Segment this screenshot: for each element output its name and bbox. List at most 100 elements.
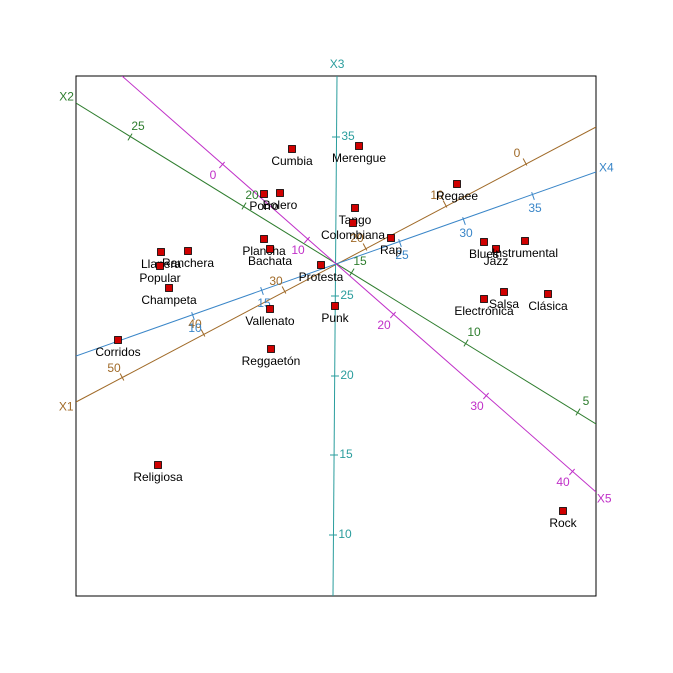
tick-mark (462, 217, 466, 225)
point (260, 190, 268, 198)
point-label: Corridos (95, 345, 140, 359)
tick-mark (241, 202, 247, 210)
point-label: Bolero (263, 198, 298, 212)
tick-label: 20 (340, 368, 354, 382)
point (480, 238, 488, 246)
point-label: Religiosa (133, 470, 183, 484)
plot-frame (75, 75, 597, 597)
tick-mark (531, 192, 535, 200)
point (154, 461, 162, 469)
point-label: Popular (139, 271, 180, 285)
tick-label: 10 (430, 188, 444, 202)
tick-mark (442, 200, 448, 208)
point (349, 219, 357, 227)
point (288, 145, 296, 153)
tick-label: 35 (341, 129, 355, 143)
point-label: Jazz (484, 254, 509, 268)
tick-label: 30 (470, 399, 484, 413)
tick-mark (482, 392, 490, 400)
point (521, 237, 529, 245)
tick-mark (218, 161, 226, 169)
tick-mark (119, 373, 125, 381)
point (480, 295, 488, 303)
tick-label: 25 (340, 288, 354, 302)
point (559, 507, 567, 515)
tick-label: 30 (459, 226, 473, 240)
point (156, 262, 164, 270)
point (267, 345, 275, 353)
tick-label: 10 (291, 243, 305, 257)
tick-mark (260, 287, 264, 295)
tick-label: 0 (210, 168, 217, 182)
tick-label: 5 (583, 394, 590, 408)
tick-mark (362, 243, 368, 251)
tick-label: 25 (395, 248, 409, 262)
tick-label: 0 (514, 146, 521, 160)
point-label: Protesta (299, 270, 344, 284)
point (184, 247, 192, 255)
point-label: Champeta (141, 293, 197, 307)
point (276, 189, 284, 197)
point-label: Plancha (242, 244, 286, 258)
tick-mark (349, 268, 355, 276)
tick-mark (127, 133, 133, 141)
point-label: Rap (380, 243, 402, 257)
point-label: Bachata (248, 254, 292, 268)
point-label: Regaee (436, 189, 478, 203)
point (387, 234, 395, 242)
tick-label: 10 (188, 321, 202, 335)
tick-label: 20 (350, 231, 364, 245)
tick-label: 15 (339, 447, 353, 461)
axis-name: X5 (597, 491, 612, 505)
point (492, 245, 500, 253)
point (331, 302, 339, 310)
point (317, 261, 325, 269)
point-label: Reggaetón (242, 354, 301, 368)
tick-mark (389, 311, 397, 319)
tick-mark (191, 312, 195, 320)
point-label: Salsa (489, 297, 519, 311)
point (351, 204, 359, 212)
point-label: Ranchera (162, 256, 214, 270)
point (453, 180, 461, 188)
point (266, 305, 274, 313)
point (157, 248, 165, 256)
point (165, 284, 173, 292)
tick-label: 30 (269, 274, 283, 288)
point-label: Instrumental (492, 246, 558, 260)
point-label: Merengue (332, 151, 386, 165)
point-label: Electrónica (454, 304, 514, 318)
point (266, 245, 274, 253)
point-label: Cumbia (271, 154, 313, 168)
axis-name: X2 (59, 89, 74, 103)
tick-mark (568, 468, 576, 476)
tick-label: 25 (131, 119, 145, 133)
point-label: Colombiana (321, 228, 385, 242)
point (260, 235, 268, 243)
tick-mark (303, 236, 311, 244)
axis-line (332, 76, 338, 596)
point (500, 288, 508, 296)
tick-mark (200, 329, 206, 337)
axis-name: X1 (59, 399, 74, 413)
tick-mark (398, 239, 402, 247)
tick-label: 20 (245, 188, 259, 202)
tick-mark (281, 286, 287, 294)
tick-mark (522, 158, 528, 166)
tick-mark (575, 408, 581, 416)
axis-lines (76, 76, 596, 596)
tick-mark (463, 339, 469, 347)
point-label: Punk (321, 311, 349, 325)
axis-name: X3 (330, 57, 345, 71)
axis-line (121, 76, 596, 493)
tick-label: 50 (107, 361, 121, 375)
point-label: Porro (249, 199, 279, 213)
axis-name: X4 (599, 161, 614, 175)
tick-label: 40 (188, 317, 202, 331)
point (544, 290, 552, 298)
point (114, 336, 122, 344)
point-label: Clásica (528, 299, 568, 313)
tick-label: 35 (528, 201, 542, 215)
tick-label: 20 (377, 318, 391, 332)
